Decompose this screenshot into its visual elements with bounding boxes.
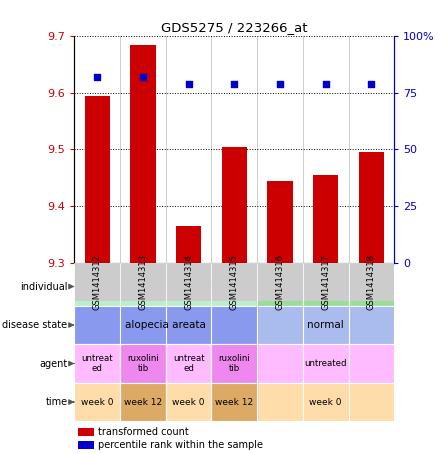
Point — [139, 73, 146, 81]
Bar — [349, 267, 394, 306]
Text: week 0: week 0 — [173, 398, 205, 406]
Bar — [268, 181, 293, 263]
Bar — [303, 263, 349, 301]
Bar — [166, 383, 212, 421]
Bar — [120, 383, 166, 421]
Text: individual: individual — [20, 281, 67, 292]
Text: transformed count: transformed count — [99, 427, 189, 437]
Text: time: time — [46, 397, 67, 407]
Text: patient 2: patient 2 — [191, 282, 232, 291]
Bar — [313, 175, 338, 263]
Text: GSM1414313: GSM1414313 — [138, 254, 148, 310]
Bar — [166, 267, 257, 306]
Text: week 12: week 12 — [215, 398, 254, 406]
Text: untreat
ed: untreat ed — [173, 354, 205, 373]
Text: GSM1414317: GSM1414317 — [321, 254, 330, 310]
Bar — [212, 263, 257, 301]
Point — [231, 80, 238, 87]
Point — [185, 80, 192, 87]
Text: week 0: week 0 — [309, 398, 342, 406]
Bar — [257, 263, 303, 301]
Point — [322, 80, 329, 87]
Text: GSM1414315: GSM1414315 — [230, 254, 239, 310]
Bar — [74, 306, 257, 344]
Bar — [212, 344, 257, 383]
Bar — [131, 45, 155, 263]
Bar — [257, 344, 394, 383]
Text: untreated: untreated — [304, 359, 347, 368]
Text: control
subject 2: control subject 2 — [305, 277, 346, 296]
Bar — [212, 383, 257, 421]
Bar — [74, 383, 120, 421]
Text: normal: normal — [307, 320, 344, 330]
Bar — [78, 441, 94, 449]
Text: alopecia areata: alopecia areata — [125, 320, 206, 330]
Text: GSM1414318: GSM1414318 — [367, 254, 376, 310]
Bar — [257, 306, 394, 344]
Text: ruxolini
tib: ruxolini tib — [219, 354, 250, 373]
Text: week 12: week 12 — [124, 398, 162, 406]
Text: GSM1414316: GSM1414316 — [276, 254, 285, 310]
Text: week 0: week 0 — [81, 398, 113, 406]
Bar — [222, 147, 247, 263]
Point — [276, 80, 283, 87]
Text: GSM1414314: GSM1414314 — [184, 254, 193, 310]
Bar — [176, 226, 201, 263]
Bar — [120, 263, 166, 301]
Text: ruxolini
tib: ruxolini tib — [127, 354, 159, 373]
Point — [94, 73, 101, 81]
Bar — [85, 96, 110, 263]
Text: untreat
ed: untreat ed — [81, 354, 113, 373]
Bar — [74, 344, 120, 383]
Text: control
subject 1: control subject 1 — [259, 277, 301, 296]
Bar — [303, 267, 349, 306]
Text: patient 1: patient 1 — [99, 282, 141, 291]
Bar — [257, 383, 394, 421]
Title: GDS5275 / 223266_at: GDS5275 / 223266_at — [161, 21, 307, 34]
Bar — [120, 344, 166, 383]
Bar — [359, 152, 384, 263]
Text: GSM1414312: GSM1414312 — [93, 254, 102, 310]
Text: disease state: disease state — [3, 320, 67, 330]
Bar — [166, 263, 212, 301]
Point — [368, 80, 375, 87]
Bar — [166, 344, 212, 383]
Bar — [349, 263, 394, 301]
Bar — [257, 267, 303, 306]
Bar — [78, 428, 94, 436]
Text: percentile rank within the sample: percentile rank within the sample — [99, 440, 263, 450]
Text: agent: agent — [39, 358, 67, 369]
Bar — [74, 263, 120, 301]
Text: control
subject 3: control subject 3 — [350, 277, 392, 296]
Bar — [74, 267, 166, 306]
